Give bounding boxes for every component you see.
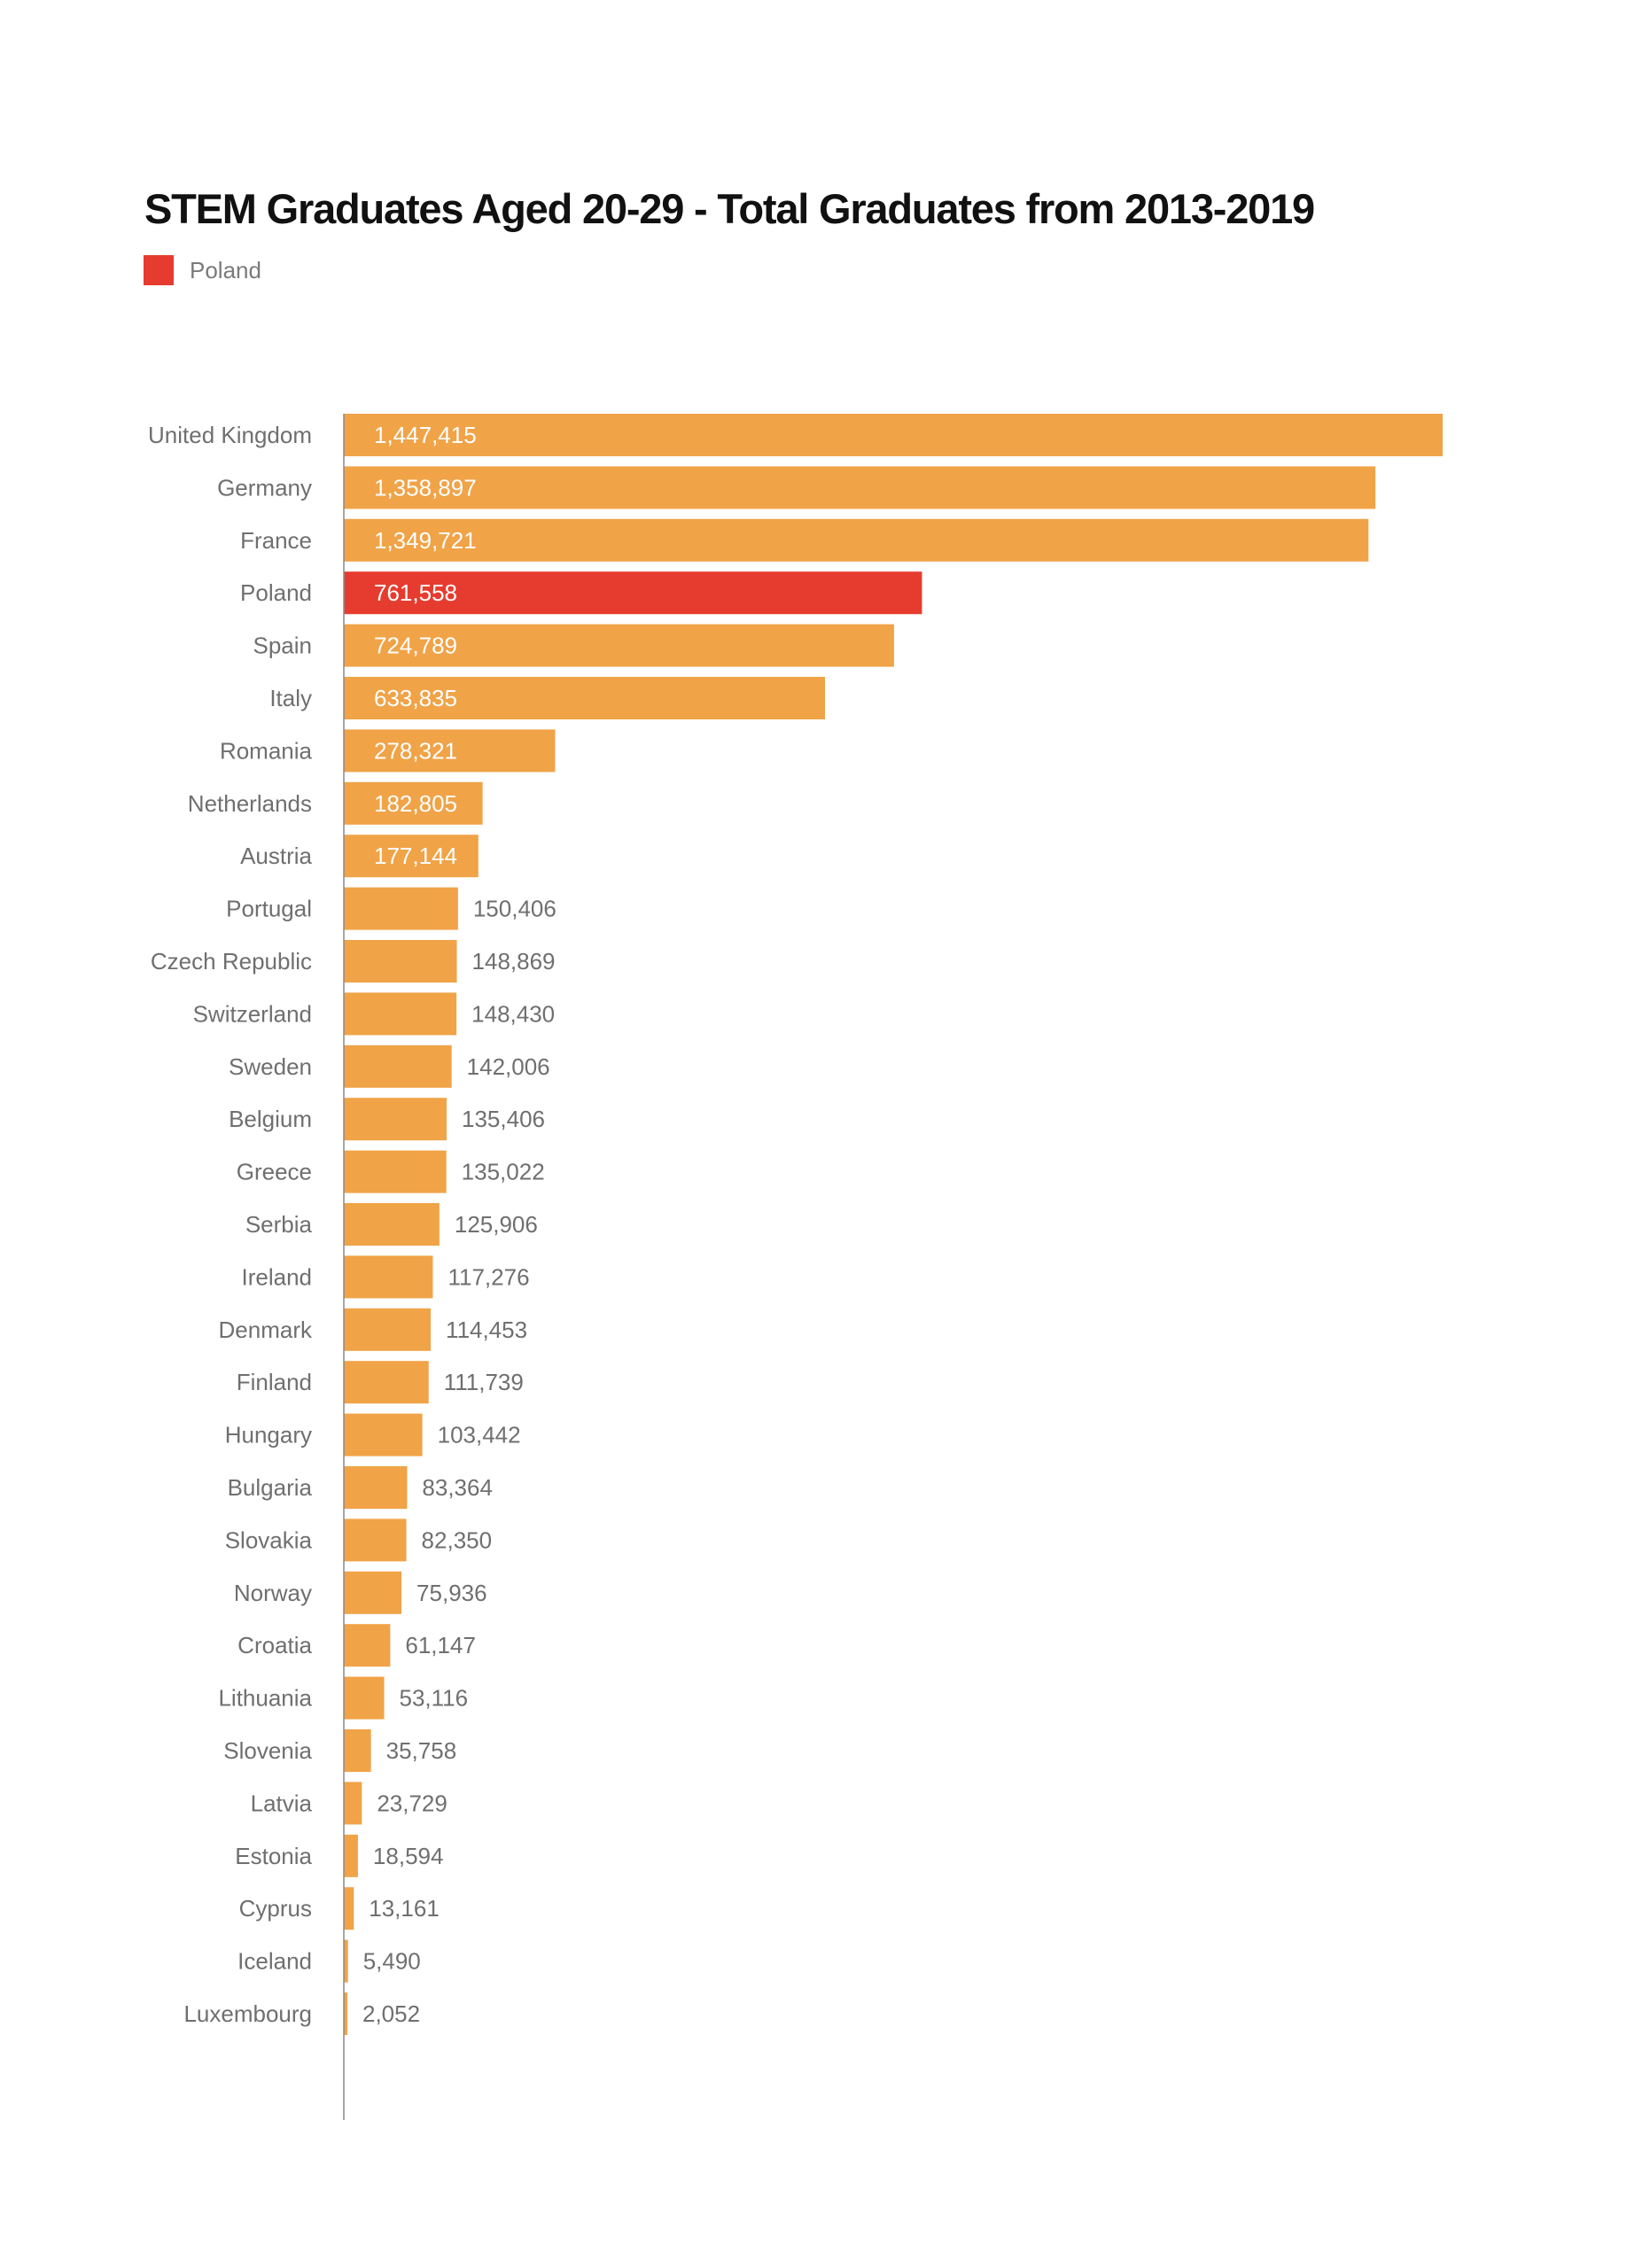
category-label-france: France	[240, 527, 312, 554]
bar-lithuania	[344, 1676, 385, 1720]
category-label-hungary: Hungary	[225, 1422, 312, 1449]
legend-swatch-poland	[144, 255, 174, 285]
value-label-slovenia: 35,758	[386, 1737, 457, 1764]
category-label-lithuania: Lithuania	[218, 1685, 312, 1712]
bars-group: United Kingdom 1,447,415 Germany 1,358,897 F…	[148, 414, 1443, 2035]
value-label-bulgaria: 83,364	[422, 1474, 493, 1501]
bar-slovenia	[344, 1729, 371, 1772]
category-label-latvia: Latvia	[251, 1790, 313, 1816]
bar-spain	[344, 624, 894, 667]
category-label-germany: Germany	[217, 474, 312, 501]
bar-hungary	[344, 1413, 423, 1456]
bar-cyprus	[344, 1887, 354, 1930]
value-label-croatia: 61,147	[405, 1632, 476, 1658]
category-label-austria: Austria	[240, 843, 312, 869]
bar-sweden	[344, 1045, 452, 1088]
category-label-greece: Greece	[237, 1159, 312, 1185]
value-label-poland: 761,558	[374, 579, 457, 606]
category-label-luxembourg: Luxembourg	[183, 2000, 312, 2027]
bar-ireland	[344, 1255, 433, 1299]
category-label-spain: Spain	[253, 633, 313, 659]
bar-belgium	[344, 1098, 448, 1141]
value-label-netherlands: 182,805	[374, 790, 457, 817]
value-label-switzerland: 148,430	[471, 1000, 555, 1027]
chart-title: STEM Graduates Aged 20-29 - Total Gradua…	[144, 185, 1315, 232]
value-label-serbia: 125,906	[455, 1211, 538, 1238]
category-label-finland: Finland	[237, 1369, 312, 1395]
category-label-netherlands: Netherlands	[188, 790, 312, 817]
value-label-norway: 75,936	[416, 1580, 487, 1606]
bar-luxembourg	[344, 1992, 347, 2035]
value-label-germany: 1,358,897	[374, 474, 477, 501]
value-label-hungary: 103,442	[438, 1422, 521, 1449]
category-label-slovakia: Slovakia	[225, 1526, 313, 1553]
value-label-czech-republic: 148,869	[472, 948, 556, 975]
value-label-denmark: 114,453	[446, 1317, 527, 1343]
bar-denmark	[344, 1308, 432, 1351]
category-label-ireland: Ireland	[242, 1263, 313, 1290]
value-label-lithuania: 53,116	[400, 1685, 469, 1712]
legend: Poland	[144, 255, 261, 285]
bar-france	[344, 518, 1369, 562]
bar-latvia	[344, 1782, 362, 1825]
bar-italy	[344, 677, 826, 719]
value-label-finland: 111,739	[444, 1369, 524, 1395]
category-label-croatia: Croatia	[237, 1632, 312, 1658]
value-label-spain: 724,789	[374, 633, 457, 659]
category-label-poland: Poland	[240, 579, 312, 606]
category-label-romania: Romania	[220, 737, 313, 764]
value-label-sweden: 142,006	[467, 1053, 550, 1080]
category-label-estonia: Estonia	[235, 1843, 312, 1869]
value-label-greece: 135,022	[462, 1159, 545, 1185]
category-label-slovenia: Slovenia	[223, 1737, 312, 1764]
bar-czech-republic	[344, 940, 457, 983]
category-label-cyprus: Cyprus	[239, 1895, 312, 1922]
bar-united-kingdom	[344, 414, 1443, 456]
bar-bulgaria	[344, 1466, 408, 1509]
value-label-italy: 633,835	[374, 685, 457, 711]
category-label-bulgaria: Bulgaria	[228, 1474, 313, 1501]
category-label-switzerland: Switzerland	[193, 1000, 312, 1027]
legend-label-poland: Poland	[190, 256, 261, 284]
category-label-italy: Italy	[269, 685, 312, 711]
bar-croatia	[344, 1624, 391, 1667]
category-label-united-kingdom: United Kingdom	[148, 422, 312, 448]
value-label-luxembourg: 2,052	[362, 2000, 420, 2027]
category-label-denmark: Denmark	[219, 1317, 313, 1343]
category-label-norway: Norway	[234, 1580, 312, 1606]
bar-finland	[344, 1361, 429, 1404]
bar-poland	[344, 571, 922, 615]
bar-switzerland	[344, 992, 457, 1036]
bar-netherlands	[344, 781, 483, 825]
bar-portugal	[344, 887, 458, 930]
bar-germany	[344, 466, 1376, 509]
bar-serbia	[344, 1203, 440, 1246]
bar-slovakia	[344, 1518, 407, 1562]
value-label-united-kingdom: 1,447,415	[374, 422, 477, 448]
category-label-portugal: Portugal	[226, 896, 312, 922]
value-label-slovakia: 82,350	[422, 1526, 493, 1553]
value-label-latvia: 23,729	[377, 1790, 448, 1816]
value-label-romania: 278,321	[374, 737, 457, 764]
bar-austria	[344, 835, 479, 878]
category-label-serbia: Serbia	[245, 1211, 313, 1238]
value-label-belgium: 135,406	[462, 1106, 545, 1132]
value-label-ireland: 117,276	[448, 1263, 529, 1290]
value-label-cyprus: 13,161	[369, 1895, 440, 1922]
bar-romania	[344, 729, 556, 773]
bar-estonia	[344, 1834, 358, 1877]
bar-greece	[344, 1150, 447, 1193]
value-label-austria: 177,144	[374, 843, 457, 869]
value-label-estonia: 18,594	[373, 1843, 444, 1869]
value-label-france: 1,349,721	[374, 527, 477, 554]
bar-norway	[344, 1571, 402, 1614]
value-label-portugal: 150,406	[473, 896, 556, 922]
category-label-sweden: Sweden	[229, 1053, 312, 1080]
bar-iceland	[344, 1939, 348, 1983]
category-label-belgium: Belgium	[229, 1106, 312, 1132]
category-label-czech-republic: Czech Republic	[151, 948, 312, 975]
value-label-iceland: 5,490	[363, 1948, 421, 1975]
category-label-iceland: Iceland	[237, 1948, 312, 1975]
